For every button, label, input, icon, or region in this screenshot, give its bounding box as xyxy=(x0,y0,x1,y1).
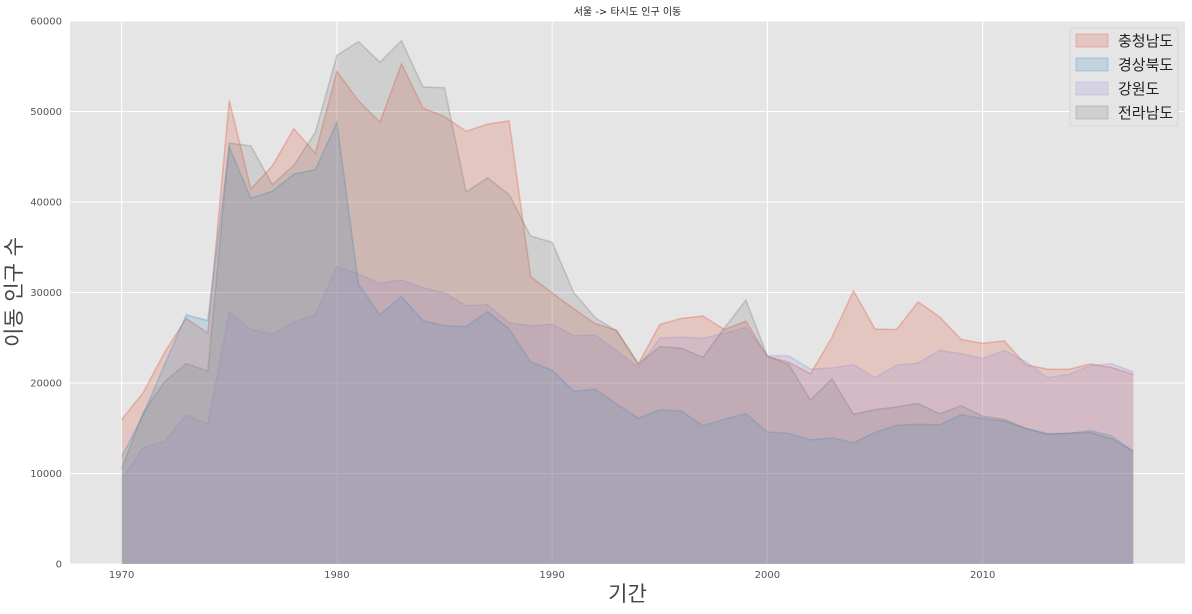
area-series-2 xyxy=(121,122,1134,565)
area-series-1 xyxy=(121,63,1134,565)
legend-swatch-1 xyxy=(1075,33,1109,48)
x-axis-title: 기간 xyxy=(608,582,647,606)
legend-box xyxy=(1069,27,1179,127)
y-tick-label: 60000 xyxy=(30,17,62,28)
line-series-2 xyxy=(120,119,1134,457)
x-tick-label: 2000 xyxy=(755,570,780,581)
legend-label-2: 경상북도 xyxy=(1118,56,1173,74)
legend-label-1: 충청남도 xyxy=(1118,32,1173,50)
y-tick-label: 10000 xyxy=(30,469,62,480)
x-tick-label: 2010 xyxy=(970,570,995,581)
area-series-3 xyxy=(121,266,1134,564)
y-tick-label: 30000 xyxy=(30,288,62,299)
x-tick-label: 1980 xyxy=(324,570,349,581)
y-tick-label: 0 xyxy=(56,560,62,571)
x-tick-label: 1970 xyxy=(109,570,134,581)
legend-swatch-2 xyxy=(1075,57,1109,72)
chart-title: 서울 -> 타시도 인구 이동 xyxy=(574,6,682,18)
legend-swatch-3 xyxy=(1075,81,1109,96)
y-tick-label: 40000 xyxy=(30,198,62,209)
area-series-4 xyxy=(121,40,1134,565)
legend-label-4: 전라남도 xyxy=(1118,104,1173,122)
line-series-3 xyxy=(121,265,1134,480)
grid xyxy=(70,20,1185,565)
legend-label-3: 강원도 xyxy=(1118,80,1160,98)
x-tick-label: 1990 xyxy=(539,570,564,581)
tick-labels: 1970 1980 1990 2000 2010 0 10000 20000 30000 4000… xyxy=(30,17,995,582)
area-series-group xyxy=(120,39,1134,565)
line-series-1 xyxy=(121,61,1134,421)
y-axis-title: 이동 인구 수 xyxy=(2,237,26,347)
y-tick-label: 50000 xyxy=(30,107,62,118)
line-series-4 xyxy=(120,39,1134,470)
y-tick-label: 20000 xyxy=(30,379,62,390)
legend-swatch-4 xyxy=(1075,105,1109,120)
